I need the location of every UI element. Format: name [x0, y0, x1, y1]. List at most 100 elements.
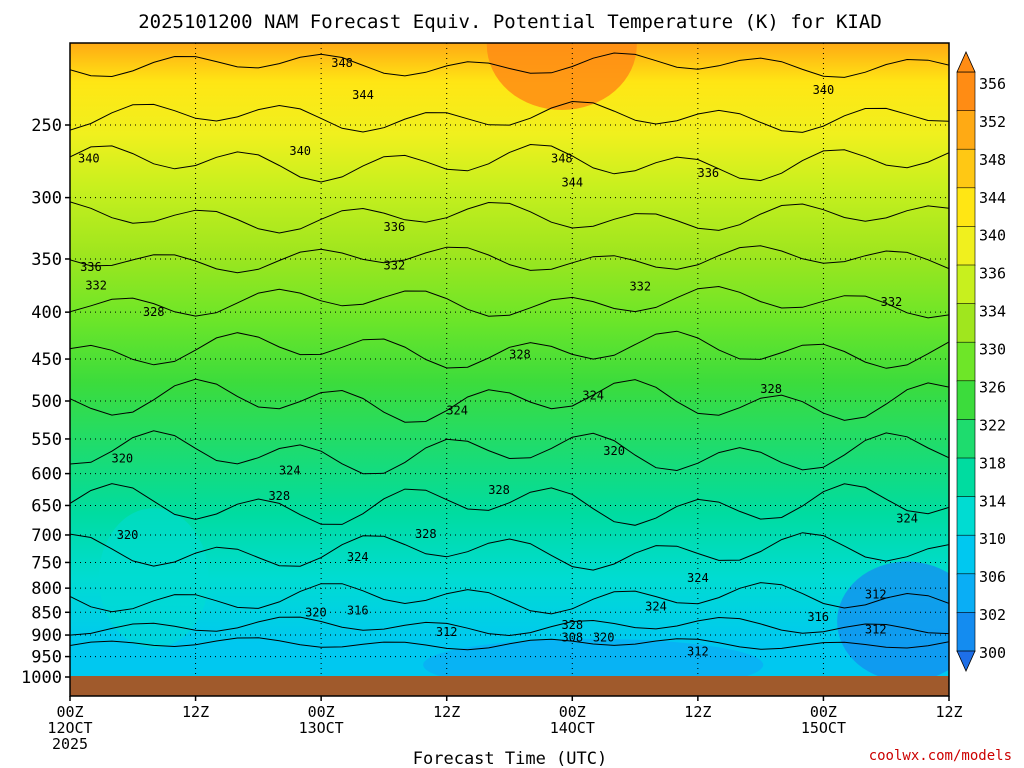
moist-mid-left	[98, 508, 209, 649]
x-tick-label: 15OCT	[801, 719, 846, 737]
contour-label: 324	[645, 600, 667, 614]
contour-label: 324	[347, 550, 369, 564]
contour-label: 344	[352, 88, 374, 102]
contour-label: 332	[629, 279, 651, 293]
contour-lines	[70, 52, 949, 651]
contour-label: 320	[117, 528, 139, 542]
contour-label: 312	[436, 625, 458, 639]
colorbar-segment	[956, 226, 976, 266]
colorbar-segment	[956, 341, 976, 382]
contour-label: 316	[347, 603, 369, 617]
contour-label: 328	[561, 618, 583, 632]
colorbar-label: 334	[979, 303, 1006, 321]
colorbar-label: 318	[979, 454, 1006, 472]
x-tick-label: 12Z	[433, 703, 460, 721]
y-tick-label: 400	[31, 303, 62, 323]
colorbar: 356 352 348 344 340 336 334 330 326 322 318 314 310 3…	[956, 51, 1006, 672]
colorbar-label: 326	[979, 378, 1006, 396]
contour-line	[70, 285, 949, 319]
y-tick-label: 700	[31, 526, 62, 546]
colorbar-top-arrow	[956, 51, 976, 73]
contour-label: 340	[813, 83, 835, 97]
y-tick-label: 800	[31, 579, 62, 599]
colorbar-segment	[956, 419, 976, 459]
contour-label: 332	[881, 295, 903, 309]
colorbar-label: 344	[979, 189, 1006, 207]
contour-line	[70, 100, 949, 133]
colorbar-segment	[956, 457, 976, 498]
contour-line	[70, 483, 949, 526]
contour-label: 324	[896, 512, 918, 526]
contour-label: 328	[509, 348, 531, 362]
colorbar-segment	[956, 187, 976, 228]
contour-label: 312	[865, 588, 887, 602]
contour-label: 324	[279, 463, 301, 477]
contour-label: 344	[561, 176, 583, 190]
y-tick-label: 1000	[21, 668, 62, 688]
x-tick-label: 00Z	[559, 703, 586, 721]
colorbar-label: 322	[979, 416, 1006, 434]
x-tick-label: 12Z	[182, 703, 209, 721]
x-tick-label: 00Z	[810, 703, 837, 721]
contour-label: 320	[111, 452, 133, 466]
colorbar-segment	[956, 148, 976, 189]
contour-label: 336	[384, 220, 406, 234]
colorbar-label: 330	[979, 341, 1006, 359]
contour-line	[70, 616, 949, 637]
contour-line	[70, 532, 949, 571]
y-tick-label: 650	[31, 496, 62, 516]
colorbar-label: 348	[979, 151, 1006, 169]
contour-label: 328	[268, 489, 290, 503]
contour-label: 328	[143, 305, 165, 319]
colorbar-label: 352	[979, 113, 1006, 131]
colorbar-segment	[956, 380, 976, 421]
colorbar-label: 302	[979, 606, 1006, 624]
colorbar-segment	[956, 573, 976, 614]
y-tick-label: 450	[31, 350, 62, 370]
credit-text: coolwx.com/models	[869, 748, 1012, 764]
contour-label: 328	[415, 527, 437, 541]
contour-label: 332	[384, 259, 406, 273]
contour-label: 324	[687, 571, 709, 585]
contour-line	[70, 52, 949, 78]
colorbar-label: 314	[979, 492, 1006, 510]
contour-label: 328	[488, 483, 510, 497]
y-tick-label: 600	[31, 465, 62, 485]
x-tick-label: 12Z	[935, 703, 962, 721]
plot-frame	[69, 42, 950, 697]
x-tick-label: 12Z	[684, 703, 711, 721]
colorbar-label: 336	[979, 265, 1006, 283]
contour-label: 336	[80, 260, 102, 274]
y-tick-label: 750	[31, 553, 62, 573]
colorbar-segment	[956, 264, 976, 305]
contour-label: 320	[305, 605, 327, 619]
colorbar-label: 340	[979, 227, 1006, 245]
contour-line	[70, 582, 949, 615]
x-tick-label: 12OCT	[47, 719, 92, 737]
contour-label: 328	[760, 382, 782, 396]
contour-line	[70, 430, 949, 475]
contour-label: 320	[603, 444, 625, 458]
x-axis-label: Forecast Time (UTC)	[413, 749, 607, 768]
contour-label: 320	[593, 630, 615, 644]
cold-right-pool	[837, 561, 949, 682]
warm-upper-core	[486, 43, 637, 110]
colorbar-label: 306	[979, 568, 1006, 586]
contour-label: 312	[865, 622, 887, 636]
contour-line	[70, 143, 949, 183]
y-tick-label: 350	[31, 250, 62, 270]
y-axis: 250 300 350 400 450 500 550 600 650 700 750 800 850 9…	[21, 116, 70, 688]
y-tick-label: 900	[31, 626, 62, 646]
contour-label: 316	[807, 610, 829, 624]
field-background	[70, 43, 949, 696]
x-tick-label: 13OCT	[299, 719, 344, 737]
contour-label: 308	[561, 630, 583, 644]
colorbar-segment	[956, 496, 976, 537]
colorbar-label: 310	[979, 530, 1006, 548]
colorbar-label: 300	[979, 644, 1006, 662]
contour-line	[70, 378, 949, 423]
y-tick-label: 550	[31, 430, 62, 450]
colorbar-segment	[956, 612, 976, 652]
x-tick-label: 00Z	[308, 703, 335, 721]
